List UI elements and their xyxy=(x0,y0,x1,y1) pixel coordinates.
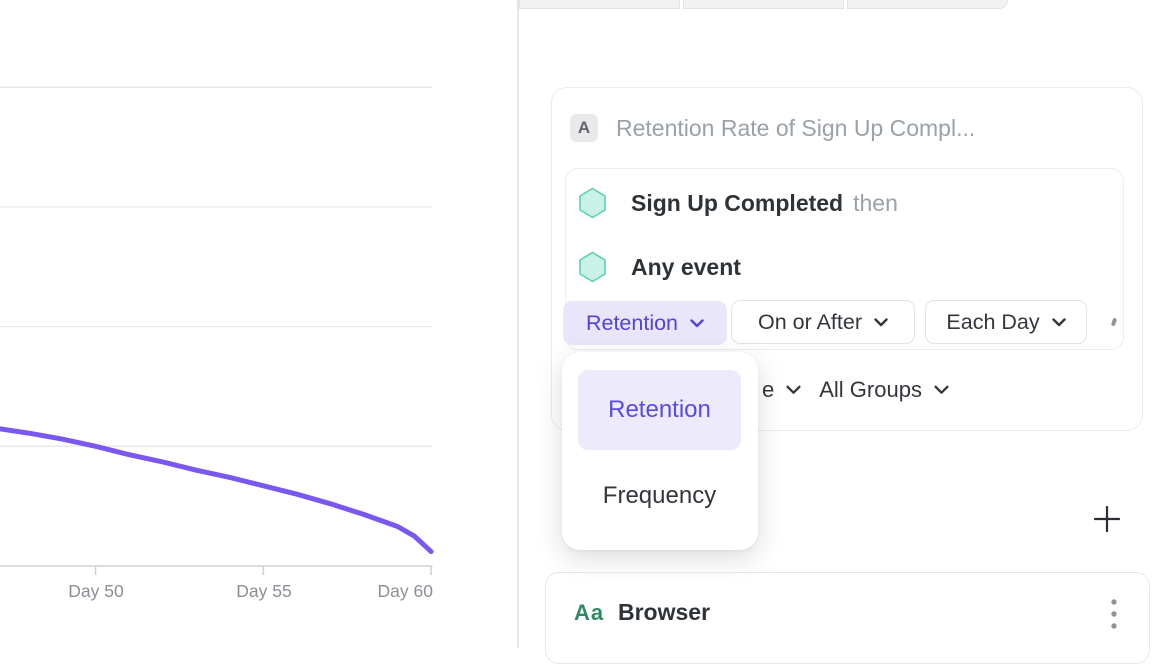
segment-button[interactable] xyxy=(519,0,680,9)
metric-dropdown-label: Retention xyxy=(585,310,679,335)
event-hexagon-icon xyxy=(579,187,606,219)
chevron-down-icon xyxy=(786,385,801,394)
x-axis-label: Day 50 xyxy=(68,581,124,601)
x-axis-label: Day 55 xyxy=(236,581,292,601)
panel-divider xyxy=(517,0,519,648)
chart-panel[interactable]: Day 50 Day 55 Day 60 xyxy=(0,0,517,648)
metric-dropdown-menu: Retention Frequency xyxy=(562,352,758,550)
event-suffix: then xyxy=(853,189,898,216)
interval-dropdown-button[interactable]: Each Day xyxy=(925,300,1087,344)
criteria-dropdown-label: On or After xyxy=(758,309,862,334)
group-filter-dropdown-label[interactable]: All Groups xyxy=(819,377,922,402)
event-hexagon-icon xyxy=(579,251,606,283)
menu-item-label: Frequency xyxy=(602,482,717,509)
breakdown-property-name: Browser xyxy=(618,599,711,625)
event-row[interactable]: Sign Up Completed then xyxy=(578,187,898,219)
clipped-measure-dropdown-label[interactable]: e xyxy=(762,377,775,402)
text-property-icon: Aa xyxy=(574,600,605,625)
chevron-down-icon xyxy=(690,318,704,327)
event-row[interactable]: Any event xyxy=(578,251,741,283)
retention-line-chart[interactable] xyxy=(0,0,450,620)
report-title-input[interactable]: Retention Rate of Sign Up Compl... xyxy=(616,115,976,141)
chevron-down-icon xyxy=(1051,317,1066,326)
chevron-down-icon xyxy=(874,317,888,326)
segment-button[interactable] xyxy=(683,0,844,9)
x-axis-label: Day 60 xyxy=(377,581,433,601)
menu-item-label: Retention xyxy=(608,396,711,423)
chevron-down-icon xyxy=(934,385,949,394)
event-name: Sign Up Completed xyxy=(631,189,844,216)
segment-button[interactable] xyxy=(847,0,1008,9)
add-breakdown-button[interactable] xyxy=(1092,504,1122,534)
interval-dropdown-label: Each Day xyxy=(946,309,1040,334)
menu-item-frequency[interactable]: Frequency xyxy=(578,466,741,526)
event-name: Any event xyxy=(631,253,741,280)
chart-type-segmented-control xyxy=(519,0,1008,9)
metric-dropdown-button[interactable]: Retention xyxy=(563,301,727,345)
menu-item-retention[interactable]: Retention xyxy=(578,370,741,450)
kebab-menu-icon[interactable] xyxy=(1104,595,1124,633)
retention-criteria-dropdown-button[interactable]: On or After xyxy=(731,300,915,344)
measurement-row[interactable]: e All Groups xyxy=(762,373,949,407)
series-letter-badge: A xyxy=(570,114,598,142)
